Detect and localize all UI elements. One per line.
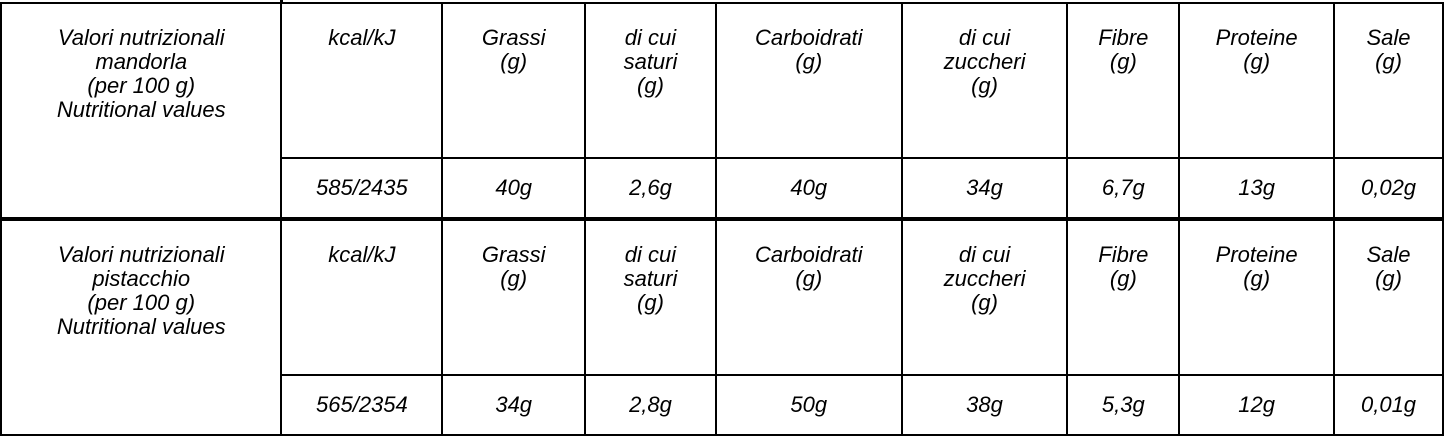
column-header-line: (g): [637, 73, 664, 98]
value-cell: 0,02g: [1333, 157, 1444, 220]
value-cell: 565/2354: [280, 374, 444, 436]
value-cell: 585/2435: [280, 157, 444, 220]
column-header-line: Sale: [1366, 25, 1411, 50]
column-header-line: di cui: [624, 242, 677, 267]
value-cell: 5,3g: [1066, 374, 1181, 436]
value-cell: 2,8g: [584, 374, 717, 436]
product-label-cell: Valori nutrizionali pistacchio (per 100 g)…: [0, 217, 283, 436]
column-header-line: (g): [1243, 266, 1271, 291]
column-header-line: Grassi: [481, 242, 546, 267]
column-header-line: Fibre: [1098, 242, 1149, 267]
product-label-cell: Valori nutrizionali mandorla (per 100 g) Nu…: [0, 2, 283, 220]
column-header: Grassi (g): [441, 217, 587, 376]
column-header-line: Carboidrati: [754, 25, 863, 50]
column-header-line: di cui: [624, 25, 677, 50]
value-cell: 13g: [1178, 157, 1336, 220]
column-header-line: (g): [1375, 49, 1402, 74]
product-label-line: (per 100 g): [87, 290, 196, 315]
column-header: di cui zuccheri (g): [900, 217, 1069, 376]
column-header: Sale (g): [1333, 217, 1444, 376]
product-label-line: Valori nutrizionali: [57, 25, 225, 50]
column-header-line: zuccheri: [943, 49, 1026, 74]
column-header: di cui saturi (g): [584, 217, 717, 376]
product-label-line: Nutritional values: [56, 97, 226, 122]
value-cell: 12g: [1178, 374, 1336, 436]
column-header-line: (g): [500, 49, 528, 74]
column-header-line: saturi: [623, 49, 678, 74]
value-cell: 34g: [900, 157, 1069, 220]
column-header-line: (g): [971, 73, 998, 98]
column-header: Carboidrati (g): [714, 217, 903, 376]
column-header: kcal/kJ: [280, 217, 444, 376]
column-header-line: (g): [971, 290, 998, 315]
column-header-line: (g): [1375, 266, 1402, 291]
column-header: Carboidrati (g): [714, 2, 903, 159]
header-row: Valori nutrizionali mandorla (per 100 g) Nu…: [0, 2, 1444, 220]
column-header-line: saturi: [623, 266, 678, 291]
column-header: Fibre (g): [1066, 217, 1181, 376]
column-header: di cui zuccheri (g): [900, 2, 1069, 159]
header-row: Valori nutrizionali pistacchio (per 100 g)…: [0, 217, 1444, 436]
column-header-line: (g): [795, 49, 823, 74]
column-header-line: (g): [1109, 266, 1137, 291]
value-cell: 2,6g: [584, 157, 717, 220]
column-header-line: Fibre: [1098, 25, 1149, 50]
product-label-line: (per 100 g): [87, 73, 196, 98]
product-label-line: pistacchio: [92, 266, 191, 291]
column-header-line: (g): [795, 266, 823, 291]
value-cell: 50g: [714, 374, 903, 436]
value-cell: 6,7g: [1066, 157, 1181, 220]
column-header-line: Proteine: [1215, 242, 1298, 267]
column-header-line: Carboidrati: [754, 242, 863, 267]
column-header-line: (g): [500, 266, 528, 291]
column-header-line: (g): [1109, 49, 1137, 74]
value-cell: 40g: [441, 157, 587, 220]
product-label-line: mandorla: [95, 49, 188, 74]
product-label-line: Valori nutrizionali: [57, 242, 225, 267]
values-row: 585/2435 40g 2,6g 40g 34g 6,7g 13g 0,02g: [1, 157, 1444, 220]
column-header: Fibre (g): [1066, 2, 1181, 159]
column-header-line: (g): [637, 290, 664, 315]
column-header-line: Grassi: [481, 25, 546, 50]
column-header-line: zuccheri: [943, 266, 1026, 291]
value-cell: 38g: [900, 374, 1069, 436]
table-border-fragment: [280, 0, 283, 4]
column-header: Proteine (g): [1178, 217, 1336, 376]
column-header-line: di cui: [958, 25, 1011, 50]
column-header-line: kcal/kJ: [328, 25, 396, 50]
product-label-line: Nutritional values: [56, 314, 226, 339]
column-header: Grassi (g): [441, 2, 587, 159]
column-header: Proteine (g): [1178, 2, 1336, 159]
column-header-line: Sale: [1366, 242, 1411, 267]
column-header-line: Proteine: [1215, 25, 1298, 50]
column-header-line: kcal/kJ: [328, 242, 396, 267]
value-cell: 0,01g: [1333, 374, 1444, 436]
column-header-line: (g): [1243, 49, 1271, 74]
value-cell: 40g: [714, 157, 903, 220]
value-cell: 34g: [441, 374, 587, 436]
column-header: Sale (g): [1333, 2, 1444, 159]
column-header: kcal/kJ: [280, 2, 444, 159]
column-header-line: di cui: [958, 242, 1011, 267]
column-header: di cui saturi (g): [584, 2, 717, 159]
